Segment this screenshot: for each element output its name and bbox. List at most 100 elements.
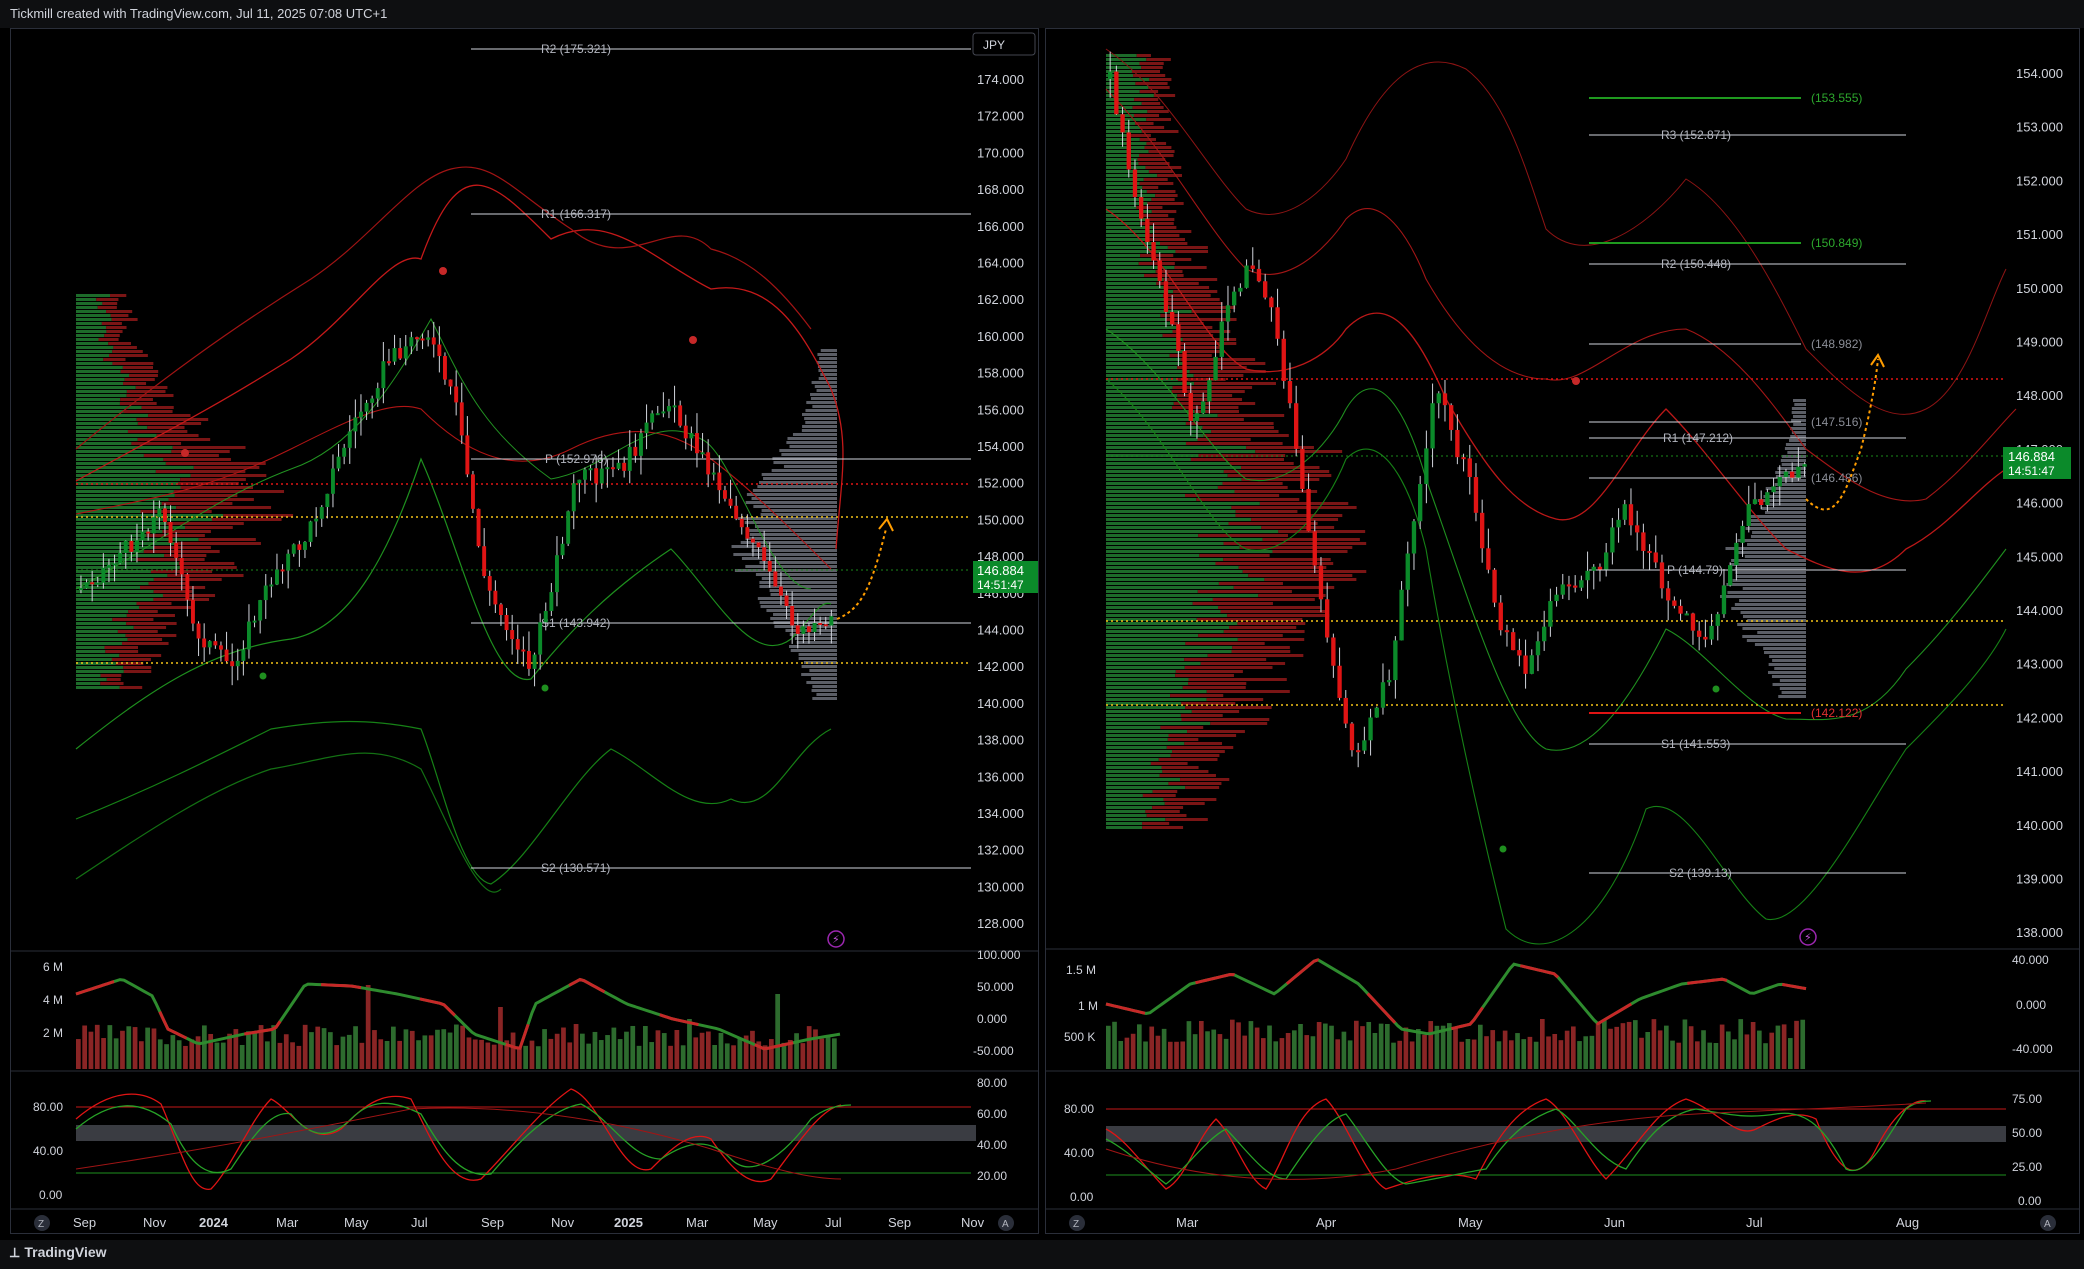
candle-bear[interactable] xyxy=(297,544,302,550)
candle-bear[interactable] xyxy=(521,649,526,652)
candle-bear[interactable] xyxy=(213,641,218,646)
candle-bear[interactable] xyxy=(1343,697,1348,724)
volume-histogram[interactable] xyxy=(76,985,837,1069)
candle-bear[interactable] xyxy=(431,337,436,345)
candle-bear[interactable] xyxy=(823,624,828,627)
candle-bull[interactable] xyxy=(1796,466,1801,478)
candle-bull[interactable] xyxy=(319,507,324,519)
candle-bull[interactable] xyxy=(1771,486,1776,493)
candle-bear[interactable] xyxy=(683,425,688,439)
candle-bear[interactable] xyxy=(1480,512,1485,549)
candle-bear[interactable] xyxy=(717,472,722,491)
candle-bear[interactable] xyxy=(784,595,789,606)
candle-bull[interactable] xyxy=(403,346,408,359)
candlestick-series[interactable] xyxy=(79,321,834,687)
candle-bull[interactable] xyxy=(667,406,671,412)
candle-bull[interactable] xyxy=(639,433,643,456)
candle-bull[interactable] xyxy=(700,452,705,455)
candle-bull[interactable] xyxy=(1765,492,1770,505)
candle-bull[interactable] xyxy=(303,541,307,550)
candle-bear[interactable] xyxy=(1442,393,1448,406)
candle-bull[interactable] xyxy=(1418,484,1423,522)
candle-bear[interactable] xyxy=(465,435,470,475)
candle-bull[interactable] xyxy=(829,616,834,626)
candle-bear[interactable] xyxy=(1294,403,1299,449)
candle-bear[interactable] xyxy=(504,615,509,631)
candle-bull[interactable] xyxy=(353,417,358,432)
candle-bull[interactable] xyxy=(375,388,380,399)
candle-bull[interactable] xyxy=(543,610,548,623)
candle-bear[interactable] xyxy=(1120,114,1125,133)
candle-bull[interactable] xyxy=(112,563,117,566)
right-chart-canvas[interactable]: (153.555) (150.849) (148.982) (147.516) … xyxy=(1046,29,2080,1234)
candle-bear[interactable] xyxy=(510,630,515,640)
candle-bear[interactable] xyxy=(1188,393,1193,421)
candle-bear[interactable] xyxy=(751,538,755,543)
candle-bear[interactable] xyxy=(146,531,151,534)
candle-bear[interactable] xyxy=(471,474,475,509)
candle-bear[interactable] xyxy=(1263,281,1268,298)
candle-bull[interactable] xyxy=(1622,504,1627,520)
candle-bull[interactable] xyxy=(95,582,100,585)
candle-bull[interactable] xyxy=(1201,401,1206,414)
candle-bull[interactable] xyxy=(135,540,139,552)
candle-bear[interactable] xyxy=(515,639,520,650)
candle-bull[interactable] xyxy=(1387,680,1392,683)
candle-bull[interactable] xyxy=(370,398,375,403)
candle-bear[interactable] xyxy=(437,344,442,357)
right-chart-panel[interactable]: (153.555) (150.849) (148.982) (147.516) … xyxy=(1045,28,2080,1234)
candle-bear[interactable] xyxy=(594,468,599,484)
candle-bear[interactable] xyxy=(1759,499,1764,505)
candle-bear[interactable] xyxy=(1628,504,1634,526)
candle-bear[interactable] xyxy=(779,586,783,596)
candle-bull[interactable] xyxy=(151,517,156,534)
candle-bull[interactable] xyxy=(1529,655,1534,674)
candle-bear[interactable] xyxy=(1269,297,1274,308)
lightning-icon[interactable] xyxy=(1799,928,1817,946)
candle-bear[interactable] xyxy=(129,540,134,552)
candle-bear[interactable] xyxy=(762,547,767,561)
candle-bear[interactable] xyxy=(1182,351,1187,394)
candle-bear[interactable] xyxy=(476,508,481,547)
candle-bear[interactable] xyxy=(1486,548,1491,570)
candle-bear[interactable] xyxy=(695,433,699,454)
candle-bull[interactable] xyxy=(583,469,587,480)
candle-bear[interactable] xyxy=(1312,531,1317,566)
candle-bull[interactable] xyxy=(689,433,694,439)
candle-bear[interactable] xyxy=(678,405,683,426)
candle-bear[interactable] xyxy=(1318,565,1324,600)
price-axis[interactable]: 154.000 153.000 152.000 151.000 150.000 149.0… xyxy=(2016,66,2063,940)
tradingview-logo[interactable]: ⟂ TradingView xyxy=(10,1244,107,1261)
candle-bear[interactable] xyxy=(224,649,229,662)
candle-bull[interactable] xyxy=(1746,504,1751,526)
candle-bear[interactable] xyxy=(1139,197,1144,219)
candle-bear[interactable] xyxy=(1597,566,1603,570)
candle-bull[interactable] xyxy=(1542,626,1547,642)
candle-bull[interactable] xyxy=(308,521,313,542)
candle-bear[interactable] xyxy=(1356,750,1361,753)
candle-bear[interactable] xyxy=(1678,605,1683,614)
candle-bear[interactable] xyxy=(1306,488,1311,532)
candle-bull[interactable] xyxy=(1585,570,1590,581)
candle-bear[interactable] xyxy=(1697,630,1702,637)
candle-bear[interactable] xyxy=(1566,584,1572,587)
candle-bear[interactable] xyxy=(622,462,627,471)
candle-bull[interactable] xyxy=(566,511,571,544)
candle-bull[interactable] xyxy=(79,588,83,591)
candle-bull[interactable] xyxy=(1777,477,1782,487)
candle-bear[interactable] xyxy=(1517,650,1522,656)
candle-bear[interactable] xyxy=(387,361,391,364)
candle-bull[interactable] xyxy=(286,553,291,571)
candle-bull[interactable] xyxy=(1225,305,1231,322)
candle-bear[interactable] xyxy=(1641,532,1646,551)
candle-bear[interactable] xyxy=(280,569,285,572)
candle-bull[interactable] xyxy=(1362,740,1367,751)
candle-bull[interactable] xyxy=(1405,553,1410,590)
candle-bull[interactable] xyxy=(247,621,251,650)
candle-bear[interactable] xyxy=(219,645,223,650)
candle-bear[interactable] xyxy=(443,356,447,380)
candle-bull[interactable] xyxy=(1411,521,1417,554)
candle-bull[interactable] xyxy=(1610,527,1615,553)
candle-bull[interactable] xyxy=(1436,393,1441,404)
candle-bear[interactable] xyxy=(739,518,744,528)
